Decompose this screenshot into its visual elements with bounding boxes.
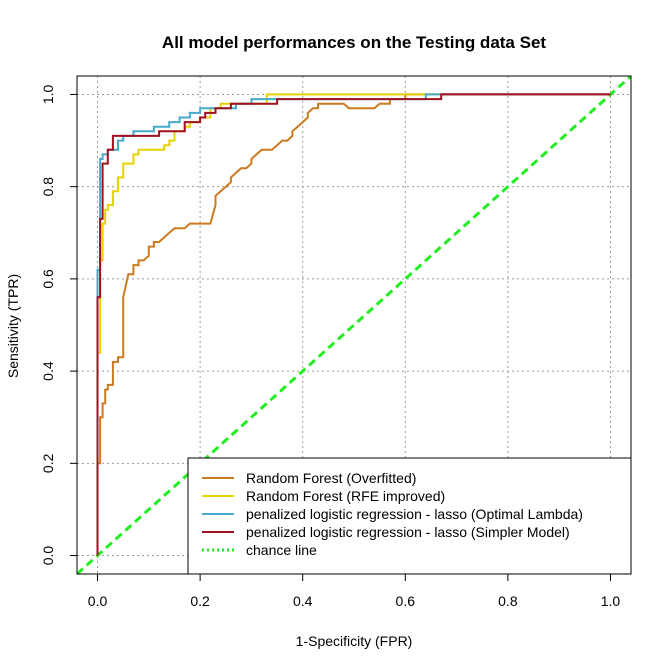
- x-tick-label-0: 0.0: [88, 593, 108, 609]
- y-tick-label-4: 0.8: [40, 177, 56, 197]
- legend-label-2: penalized logistic regression - lasso (O…: [246, 506, 583, 522]
- x-tick-label-5: 1.0: [601, 593, 621, 609]
- x-axis: 0.0 0.2 0.4 0.6 0.8 1.0: [88, 574, 621, 609]
- y-tick-label-0: 0.0: [40, 546, 56, 566]
- series-line-3: [96, 93, 611, 556]
- chart-title: All model performances on the Testing da…: [162, 33, 546, 52]
- series-line-4: [77, 76, 631, 574]
- legend: Random Forest (Overfitted) Random Forest …: [187, 457, 632, 575]
- legend-label-1: Random Forest (RFE improved): [246, 488, 445, 504]
- x-tick-label-1: 0.2: [190, 593, 210, 609]
- legend-label-3: penalized logistic regression - lasso (S…: [246, 524, 570, 540]
- legend-box: [187, 457, 632, 575]
- x-tick-label-3: 0.6: [396, 593, 416, 609]
- y-tick-label-3: 0.6: [40, 269, 56, 289]
- y-axis-label: Sensitivity (TPR): [5, 274, 21, 378]
- y-axis: 0.0 0.2 0.4 0.6 0.8 1.0: [40, 85, 77, 566]
- y-tick-label-1: 0.2: [40, 453, 56, 473]
- y-tick-label-2: 0.4: [40, 361, 56, 381]
- x-tick-label-4: 0.8: [498, 593, 518, 609]
- series-line-0: [96, 93, 611, 556]
- series-line-1: [96, 93, 611, 556]
- x-tick-label-2: 0.4: [293, 593, 313, 609]
- legend-label-0: Random Forest (Overfitted): [246, 470, 416, 486]
- legend-label-4: chance line: [246, 542, 317, 558]
- x-axis-label: 1-Specificity (FPR): [296, 633, 413, 649]
- series-layer: [77, 76, 631, 574]
- y-tick-label-5: 1.0: [40, 85, 56, 105]
